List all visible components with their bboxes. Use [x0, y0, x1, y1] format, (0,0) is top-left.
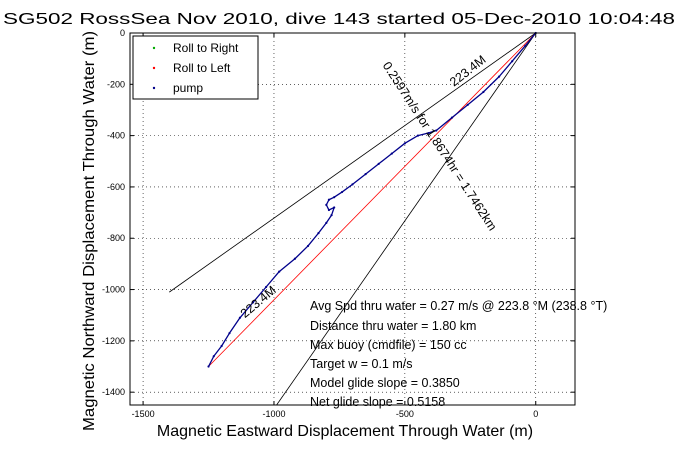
pump-point [333, 206, 336, 209]
series-group [207, 31, 537, 368]
pump-point [330, 214, 333, 217]
pump-point [416, 134, 420, 137]
pump-point [390, 152, 393, 155]
pump-point [364, 173, 367, 176]
ticks: -1500 -1000 -500 0 0 -200 -400 -600 -800 -1000 -12… [102, 28, 575, 419]
annotation-distance: Distance thru water = 1.80 km [310, 319, 476, 333]
y-tick-label: -1400 [102, 387, 125, 397]
legend-label-roll-left: Roll to Left [173, 61, 231, 75]
y-tick-label: -1000 [102, 285, 125, 295]
pump-point [327, 198, 331, 201]
annotations: Avg Spd thru water = 0.27 m/s @ 223.8 °M… [310, 299, 607, 409]
y-tick-label: 0 [120, 28, 125, 38]
pump-point [351, 183, 354, 186]
y-axis-label: Magnetic Northward Displacement Through … [81, 31, 98, 431]
axes-box [129, 32, 576, 406]
pump-point [278, 270, 281, 273]
y-tick-label: -400 [107, 131, 125, 141]
pump-point [317, 232, 320, 235]
pump-point [377, 162, 380, 165]
pump-point [306, 244, 310, 248]
x-tick-label: -500 [396, 409, 414, 419]
annotation-max-buoy: Max buoy (cmdfile) = 150 cc [310, 338, 467, 352]
pump-point [497, 75, 501, 78]
pump-point [403, 142, 406, 145]
y-tick-label: -600 [107, 182, 125, 192]
legend-marker-pump [152, 86, 156, 90]
pump-point [333, 196, 336, 199]
annotation-avg-speed: Avg Spd thru water = 0.27 m/s @ 223.8 °M… [310, 299, 607, 313]
pump-point [212, 355, 215, 358]
pump-point [511, 60, 514, 63]
x-tick-label: 0 [533, 409, 538, 419]
annotation-target-w: Target w = 0.1 m/s [310, 357, 412, 371]
pump-point [265, 285, 268, 289]
pump-point [340, 190, 344, 194]
pump-point [524, 44, 527, 47]
legend: Roll to Right Roll to Left pump [132, 35, 259, 100]
pump-point [325, 203, 328, 206]
series-roll-to-left [208, 32, 537, 367]
y-tick-label: -1200 [102, 336, 125, 346]
x-axis-label: Magnetic Eastward Displacement Through W… [157, 423, 533, 440]
y-tick-label: -800 [107, 233, 125, 243]
legend-marker-roll-left [152, 66, 156, 70]
legend-label-pump: pump [173, 81, 203, 95]
pump-point [435, 129, 438, 132]
series-pump [207, 32, 537, 367]
legend-label-roll-right: Roll to Right [173, 41, 239, 55]
annotation-net-glide: Net glide slope = 0.5158 [310, 395, 445, 409]
pump-point [466, 103, 469, 106]
pump-point [427, 131, 430, 135]
pump-point [450, 116, 454, 119]
y-tick-label: -200 [107, 79, 125, 89]
legend-marker-roll-right [152, 46, 156, 50]
pump-point [293, 257, 297, 260]
pump-point [228, 332, 231, 335]
pump-point [482, 90, 485, 94]
pump-point [251, 301, 255, 304]
x-tick-label: -1000 [262, 409, 285, 419]
pump-point [327, 208, 331, 212]
cone-line-2 [276, 32, 537, 406]
x-tick-label: -1500 [132, 409, 155, 419]
chart-title: SG502 RossSea Nov 2010, dive 143 started… [3, 11, 675, 28]
pump-point [325, 221, 328, 224]
cone-lines [169, 32, 537, 406]
annotation-model-glide: Model glide slope = 0.3850 [310, 376, 460, 390]
pump-point [207, 365, 210, 368]
cone-line-1 [169, 32, 536, 293]
pump-point [238, 316, 242, 319]
pump-point [220, 344, 223, 348]
